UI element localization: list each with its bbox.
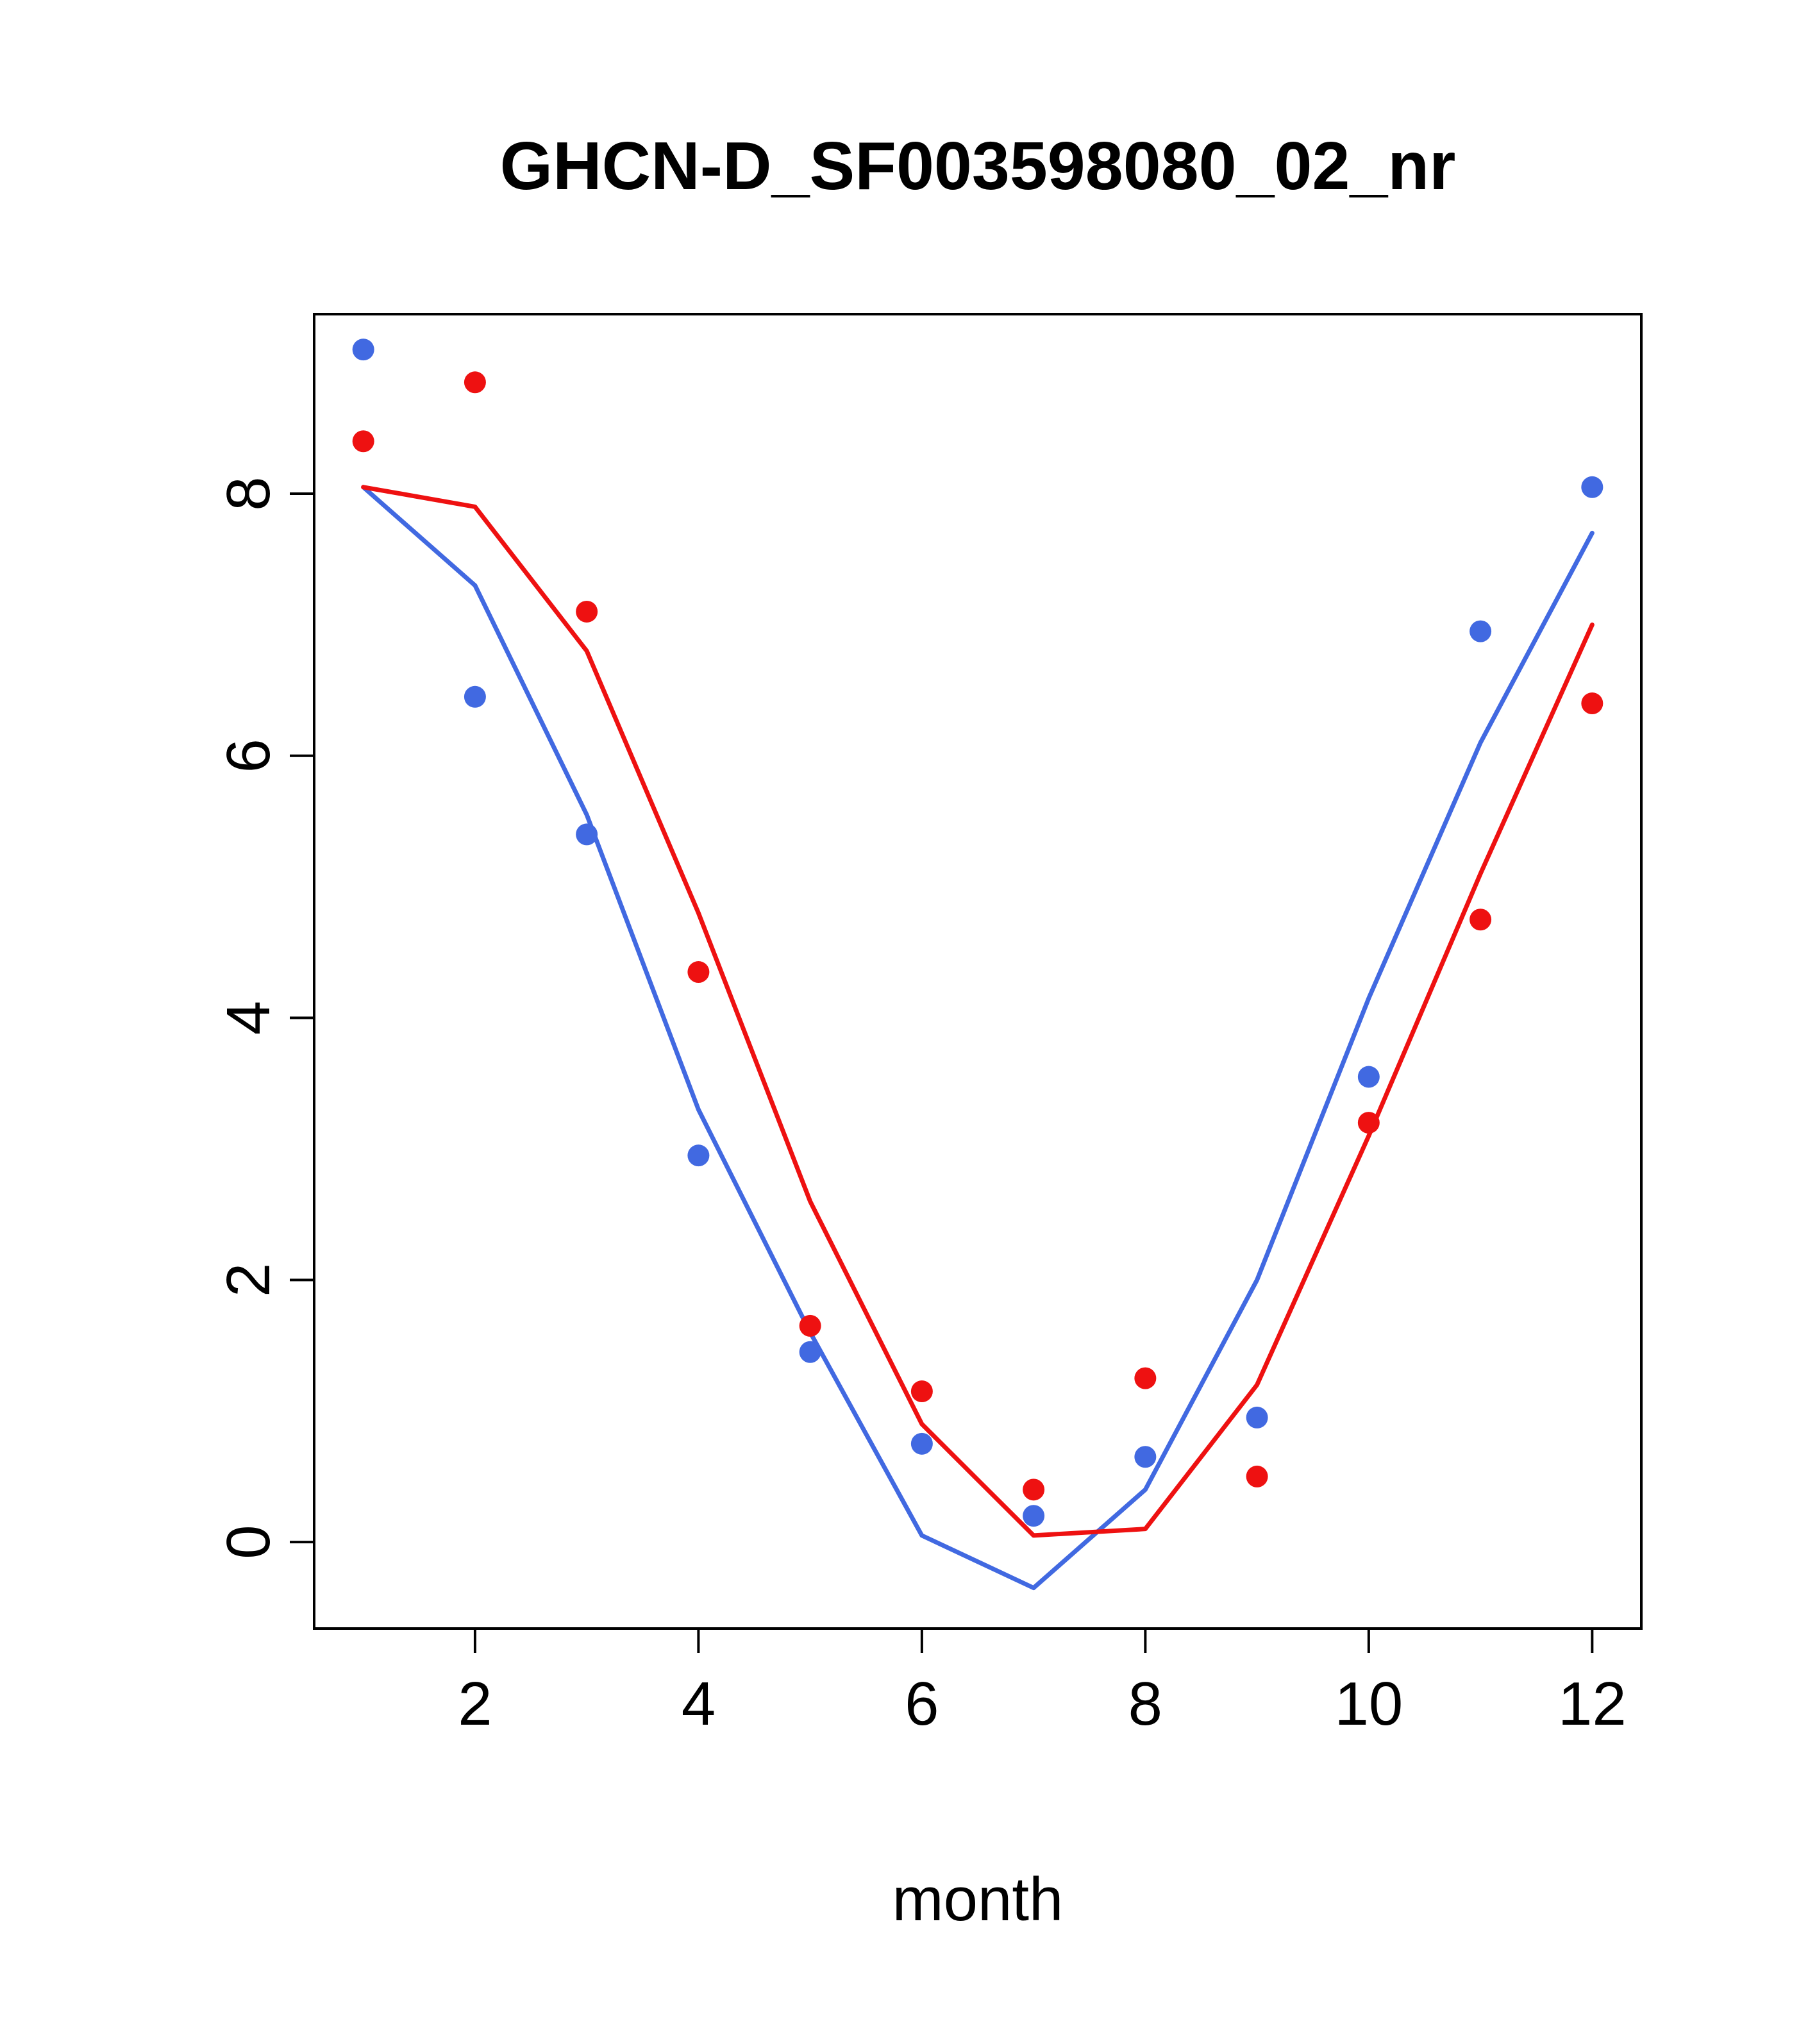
red-points-marker (799, 1314, 821, 1337)
chart-title: GHCN-D_SF003598080_02_nr (500, 128, 1456, 204)
red-points-marker (687, 961, 710, 984)
x-tick-label: 6 (905, 1670, 939, 1738)
blue-points-marker (352, 339, 374, 361)
series-red-smooth-line (361, 485, 1595, 1538)
y-axis-tick-labels: 0 2 4 6 8 (214, 476, 283, 1559)
blue-points-marker (1357, 1066, 1380, 1088)
blue-points-marker (1134, 1446, 1157, 1468)
red-points-marker (1581, 692, 1603, 715)
blue-points-marker (576, 823, 598, 846)
blue-points-marker (1023, 1505, 1045, 1527)
red-points-marker (1023, 1479, 1045, 1501)
red-points-marker (1246, 1465, 1268, 1487)
x-axis-tick-labels: 2 4 6 8 10 12 (458, 1670, 1627, 1738)
blue-points-marker (1470, 620, 1492, 642)
blue-points-marker (464, 685, 486, 708)
x-axis-label: month (892, 1865, 1064, 1934)
plot-border (313, 313, 1643, 1630)
series-blue-smooth-line (361, 485, 1595, 1591)
axis-ticks-group (290, 492, 1594, 1653)
blue-points-marker (687, 1144, 710, 1167)
blue-points-marker (1246, 1406, 1268, 1428)
y-tick-label: 8 (214, 476, 283, 510)
series-blue-points (352, 339, 1603, 1527)
red-points-marker (576, 600, 598, 623)
x-tick-label: 12 (1558, 1670, 1627, 1738)
y-tick-label: 4 (214, 1001, 283, 1035)
x-tick-label: 10 (1334, 1670, 1403, 1738)
x-tick-label: 8 (1128, 1670, 1162, 1738)
y-tick-label: 0 (214, 1525, 283, 1559)
red-points-marker (1470, 909, 1492, 931)
point-series-group (352, 339, 1603, 1527)
blue-points-marker (799, 1341, 821, 1363)
line-series-group (361, 485, 1595, 1591)
red-points-marker (1357, 1112, 1380, 1134)
x-tick-label: 2 (458, 1670, 492, 1738)
blue-points-marker (1581, 476, 1603, 498)
y-tick-label: 6 (214, 739, 283, 773)
red-points-marker (352, 430, 374, 453)
blue-points-marker (910, 1432, 933, 1455)
series-red-points (352, 371, 1603, 1501)
red-points-marker (464, 371, 486, 394)
x-tick-label: 4 (682, 1670, 716, 1738)
red-points-marker (1134, 1367, 1157, 1389)
y-tick-label: 2 (214, 1263, 283, 1297)
red-points-marker (910, 1380, 933, 1403)
